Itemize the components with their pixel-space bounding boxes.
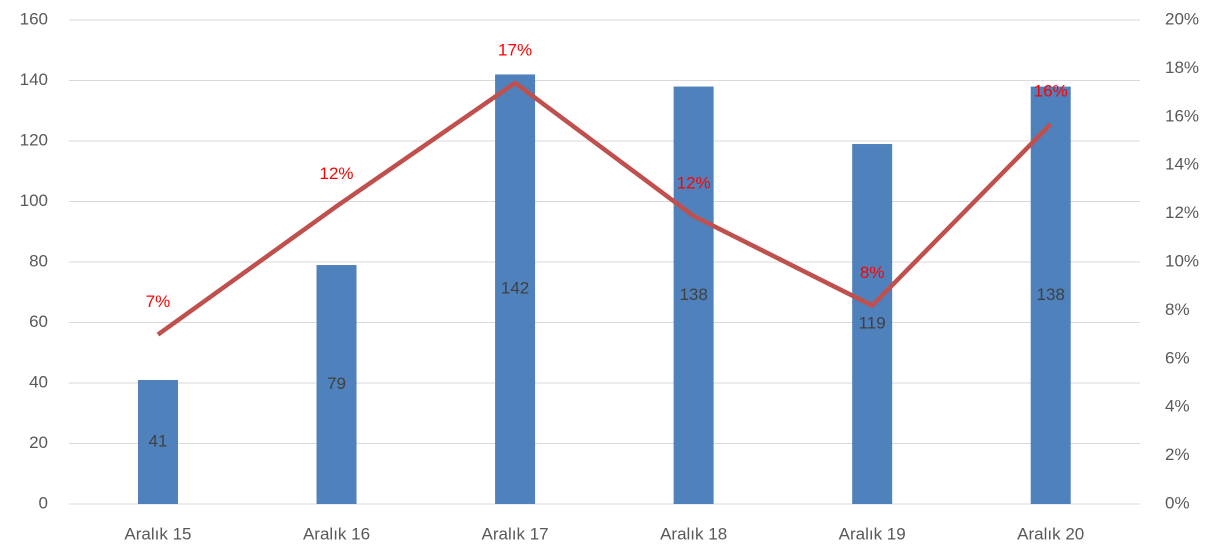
bar (852, 144, 893, 504)
y2-tick-label: 20% (1165, 9, 1199, 28)
y2-tick-label: 6% (1165, 348, 1190, 367)
bar-label: 138 (1037, 285, 1065, 304)
line-label: 16% (1034, 82, 1068, 101)
x-tick-label: Aralık 20 (1017, 524, 1084, 543)
y2-tick-label: 0% (1165, 493, 1190, 512)
y-tick-label: 140 (20, 70, 48, 89)
y2-tick-label: 14% (1165, 155, 1199, 174)
bar-label: 41 (149, 431, 168, 450)
bar (1030, 86, 1071, 505)
x-tick-label: Aralık 19 (839, 524, 906, 543)
bar-label: 142 (501, 279, 529, 298)
y2-tick-label: 16% (1165, 106, 1199, 125)
x-tick-label: Aralık 15 (124, 524, 191, 543)
y2-tick-label: 4% (1165, 397, 1190, 416)
bar (316, 265, 357, 504)
x-tick-label: Aralık 18 (660, 524, 727, 543)
x-tick-label: Aralık 16 (303, 524, 370, 543)
y2-tick-label: 8% (1165, 300, 1190, 319)
y-tick-label: 60 (29, 312, 48, 331)
line-label: 12% (677, 174, 711, 193)
y-tick-label: 100 (20, 191, 48, 210)
line (156, 80, 1053, 337)
bar-label: 119 (859, 313, 886, 332)
bar (495, 74, 536, 504)
y-tick-label: 40 (29, 372, 48, 391)
line-label: 12% (320, 164, 354, 183)
y-tick-label: 80 (29, 251, 48, 270)
y-tick-label: 0 (39, 493, 48, 512)
line-label: 7% (146, 292, 171, 311)
y-tick-label: 160 (20, 9, 48, 28)
bar-label: 138 (679, 285, 707, 304)
x-tick-label: Aralık 17 (482, 524, 549, 543)
y2-tick-label: 2% (1165, 445, 1190, 464)
y2-tick-label: 12% (1165, 203, 1199, 222)
y2-tick-label: 10% (1165, 251, 1199, 270)
bar-label: 79 (327, 374, 346, 393)
line-label: 8% (860, 263, 885, 282)
bar (137, 379, 178, 504)
y2-tick-label: 18% (1165, 58, 1199, 77)
bar (673, 86, 714, 505)
y-tick-label: 120 (20, 130, 48, 149)
line-label: 17% (498, 40, 532, 59)
y-tick-label: 20 (29, 433, 48, 452)
